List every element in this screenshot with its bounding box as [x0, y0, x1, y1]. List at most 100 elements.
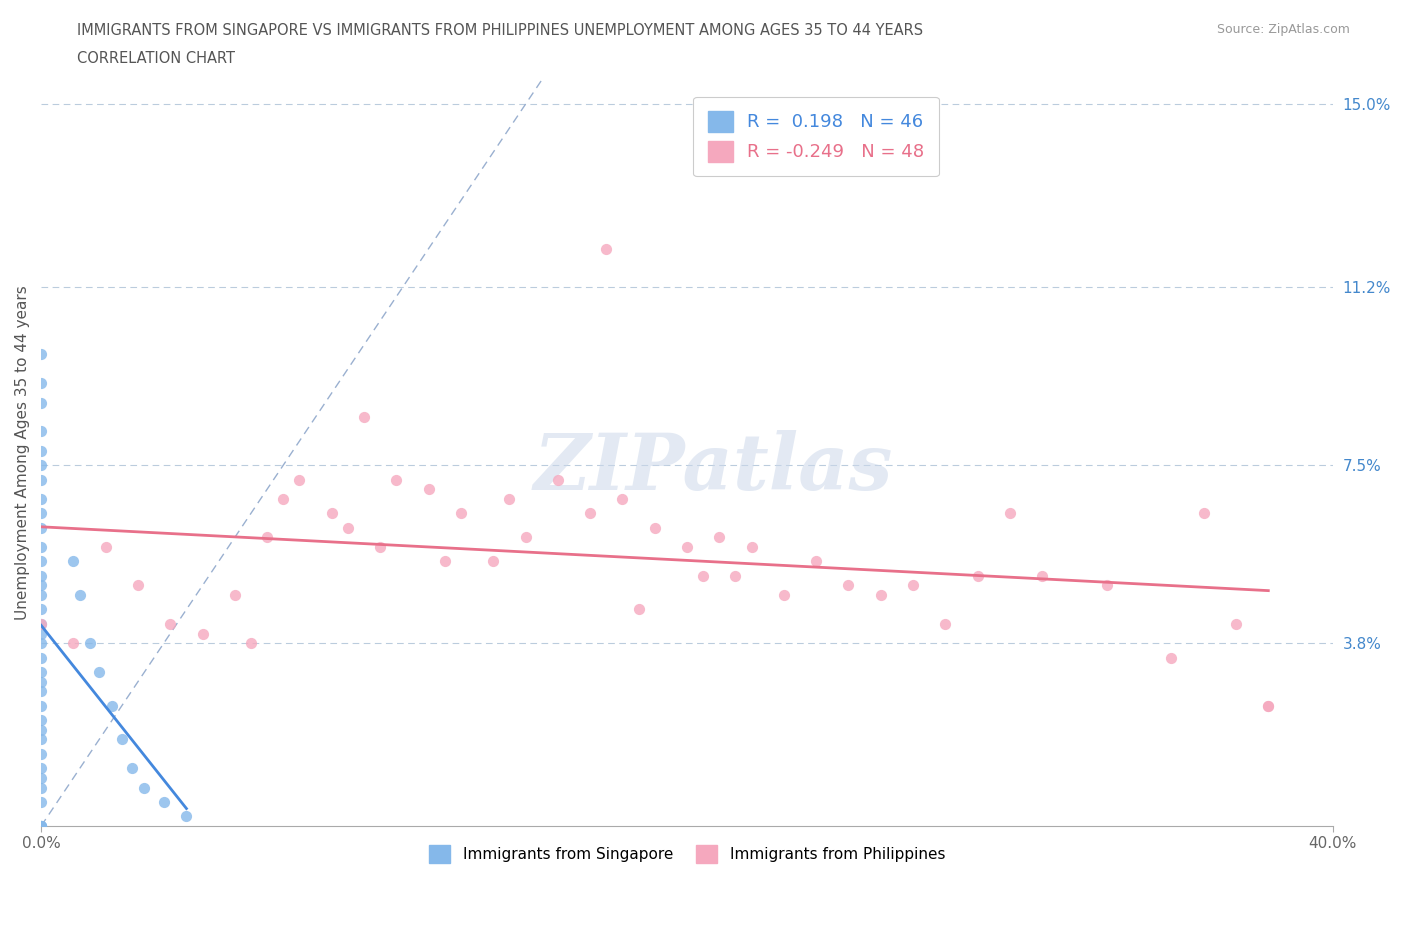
Point — [101, 698, 124, 713]
Point — [30, 674, 52, 689]
Point — [1257, 698, 1279, 713]
Text: Source: ZipAtlas.com: Source: ZipAtlas.com — [1216, 23, 1350, 36]
Point — [482, 554, 505, 569]
Point — [30, 491, 52, 506]
Point — [69, 588, 91, 603]
Point — [30, 794, 52, 809]
Point — [692, 568, 714, 583]
Point — [1192, 506, 1215, 521]
Text: IMMIGRANTS FROM SINGAPORE VS IMMIGRANTS FROM PHILIPPINES UNEMPLOYMENT AMONG AGES: IMMIGRANTS FROM SINGAPORE VS IMMIGRANTS … — [77, 23, 924, 38]
Point — [30, 588, 52, 603]
Point — [30, 617, 52, 631]
Point — [433, 554, 456, 569]
Point — [1031, 568, 1053, 583]
Point — [256, 530, 278, 545]
Y-axis label: Unemployment Among Ages 35 to 44 years: Unemployment Among Ages 35 to 44 years — [15, 286, 30, 620]
Point — [934, 617, 956, 631]
Point — [321, 506, 343, 521]
Legend: Immigrants from Singapore, Immigrants from Philippines: Immigrants from Singapore, Immigrants fr… — [422, 838, 953, 870]
Point — [385, 472, 408, 487]
Point — [30, 665, 52, 680]
Point — [644, 520, 666, 535]
Point — [1095, 578, 1118, 592]
Point — [62, 554, 84, 569]
Point — [30, 472, 52, 487]
Point — [30, 712, 52, 727]
Point — [30, 818, 52, 833]
Point — [30, 780, 52, 795]
Point — [30, 458, 52, 472]
Point — [515, 530, 537, 545]
Point — [94, 539, 117, 554]
Point — [121, 761, 143, 776]
Point — [724, 568, 747, 583]
Point — [966, 568, 988, 583]
Point — [30, 770, 52, 785]
Point — [30, 578, 52, 592]
Point — [30, 395, 52, 410]
Point — [159, 617, 181, 631]
Point — [336, 520, 359, 535]
Point — [191, 626, 214, 641]
Point — [30, 602, 52, 617]
Point — [30, 424, 52, 439]
Point — [901, 578, 924, 592]
Point — [773, 588, 796, 603]
Point — [134, 780, 156, 795]
Point — [30, 636, 52, 651]
Point — [30, 723, 52, 737]
Point — [30, 818, 52, 833]
Point — [30, 732, 52, 747]
Point — [30, 506, 52, 521]
Point — [30, 818, 52, 833]
Point — [30, 444, 52, 458]
Point — [806, 554, 828, 569]
Point — [595, 241, 617, 256]
Text: ZIPatlas: ZIPatlas — [533, 430, 893, 506]
Point — [30, 347, 52, 362]
Point — [30, 539, 52, 554]
Point — [62, 636, 84, 651]
Point — [30, 698, 52, 713]
Point — [30, 554, 52, 569]
Point — [1257, 698, 1279, 713]
Point — [837, 578, 859, 592]
Point — [450, 506, 472, 521]
Point — [30, 617, 52, 631]
Point — [30, 818, 52, 833]
Point — [709, 530, 731, 545]
Point — [998, 506, 1021, 521]
Point — [111, 732, 134, 747]
Point — [418, 482, 440, 497]
Point — [741, 539, 763, 554]
Point — [676, 539, 699, 554]
Point — [498, 491, 520, 506]
Point — [30, 761, 52, 776]
Point — [89, 665, 111, 680]
Point — [30, 747, 52, 762]
Point — [176, 809, 198, 824]
Text: CORRELATION CHART: CORRELATION CHART — [77, 51, 235, 66]
Point — [273, 491, 295, 506]
Point — [1225, 617, 1247, 631]
Point — [30, 376, 52, 391]
Point — [30, 626, 52, 641]
Point — [869, 588, 891, 603]
Point — [288, 472, 311, 487]
Point — [368, 539, 391, 554]
Point — [627, 602, 650, 617]
Point — [353, 409, 375, 424]
Point — [30, 684, 52, 698]
Point — [153, 794, 176, 809]
Point — [30, 568, 52, 583]
Point — [1160, 650, 1182, 665]
Point — [547, 472, 569, 487]
Point — [30, 520, 52, 535]
Point — [612, 491, 634, 506]
Point — [224, 588, 246, 603]
Point — [579, 506, 602, 521]
Point — [79, 636, 101, 651]
Point — [127, 578, 149, 592]
Point — [240, 636, 263, 651]
Point — [30, 650, 52, 665]
